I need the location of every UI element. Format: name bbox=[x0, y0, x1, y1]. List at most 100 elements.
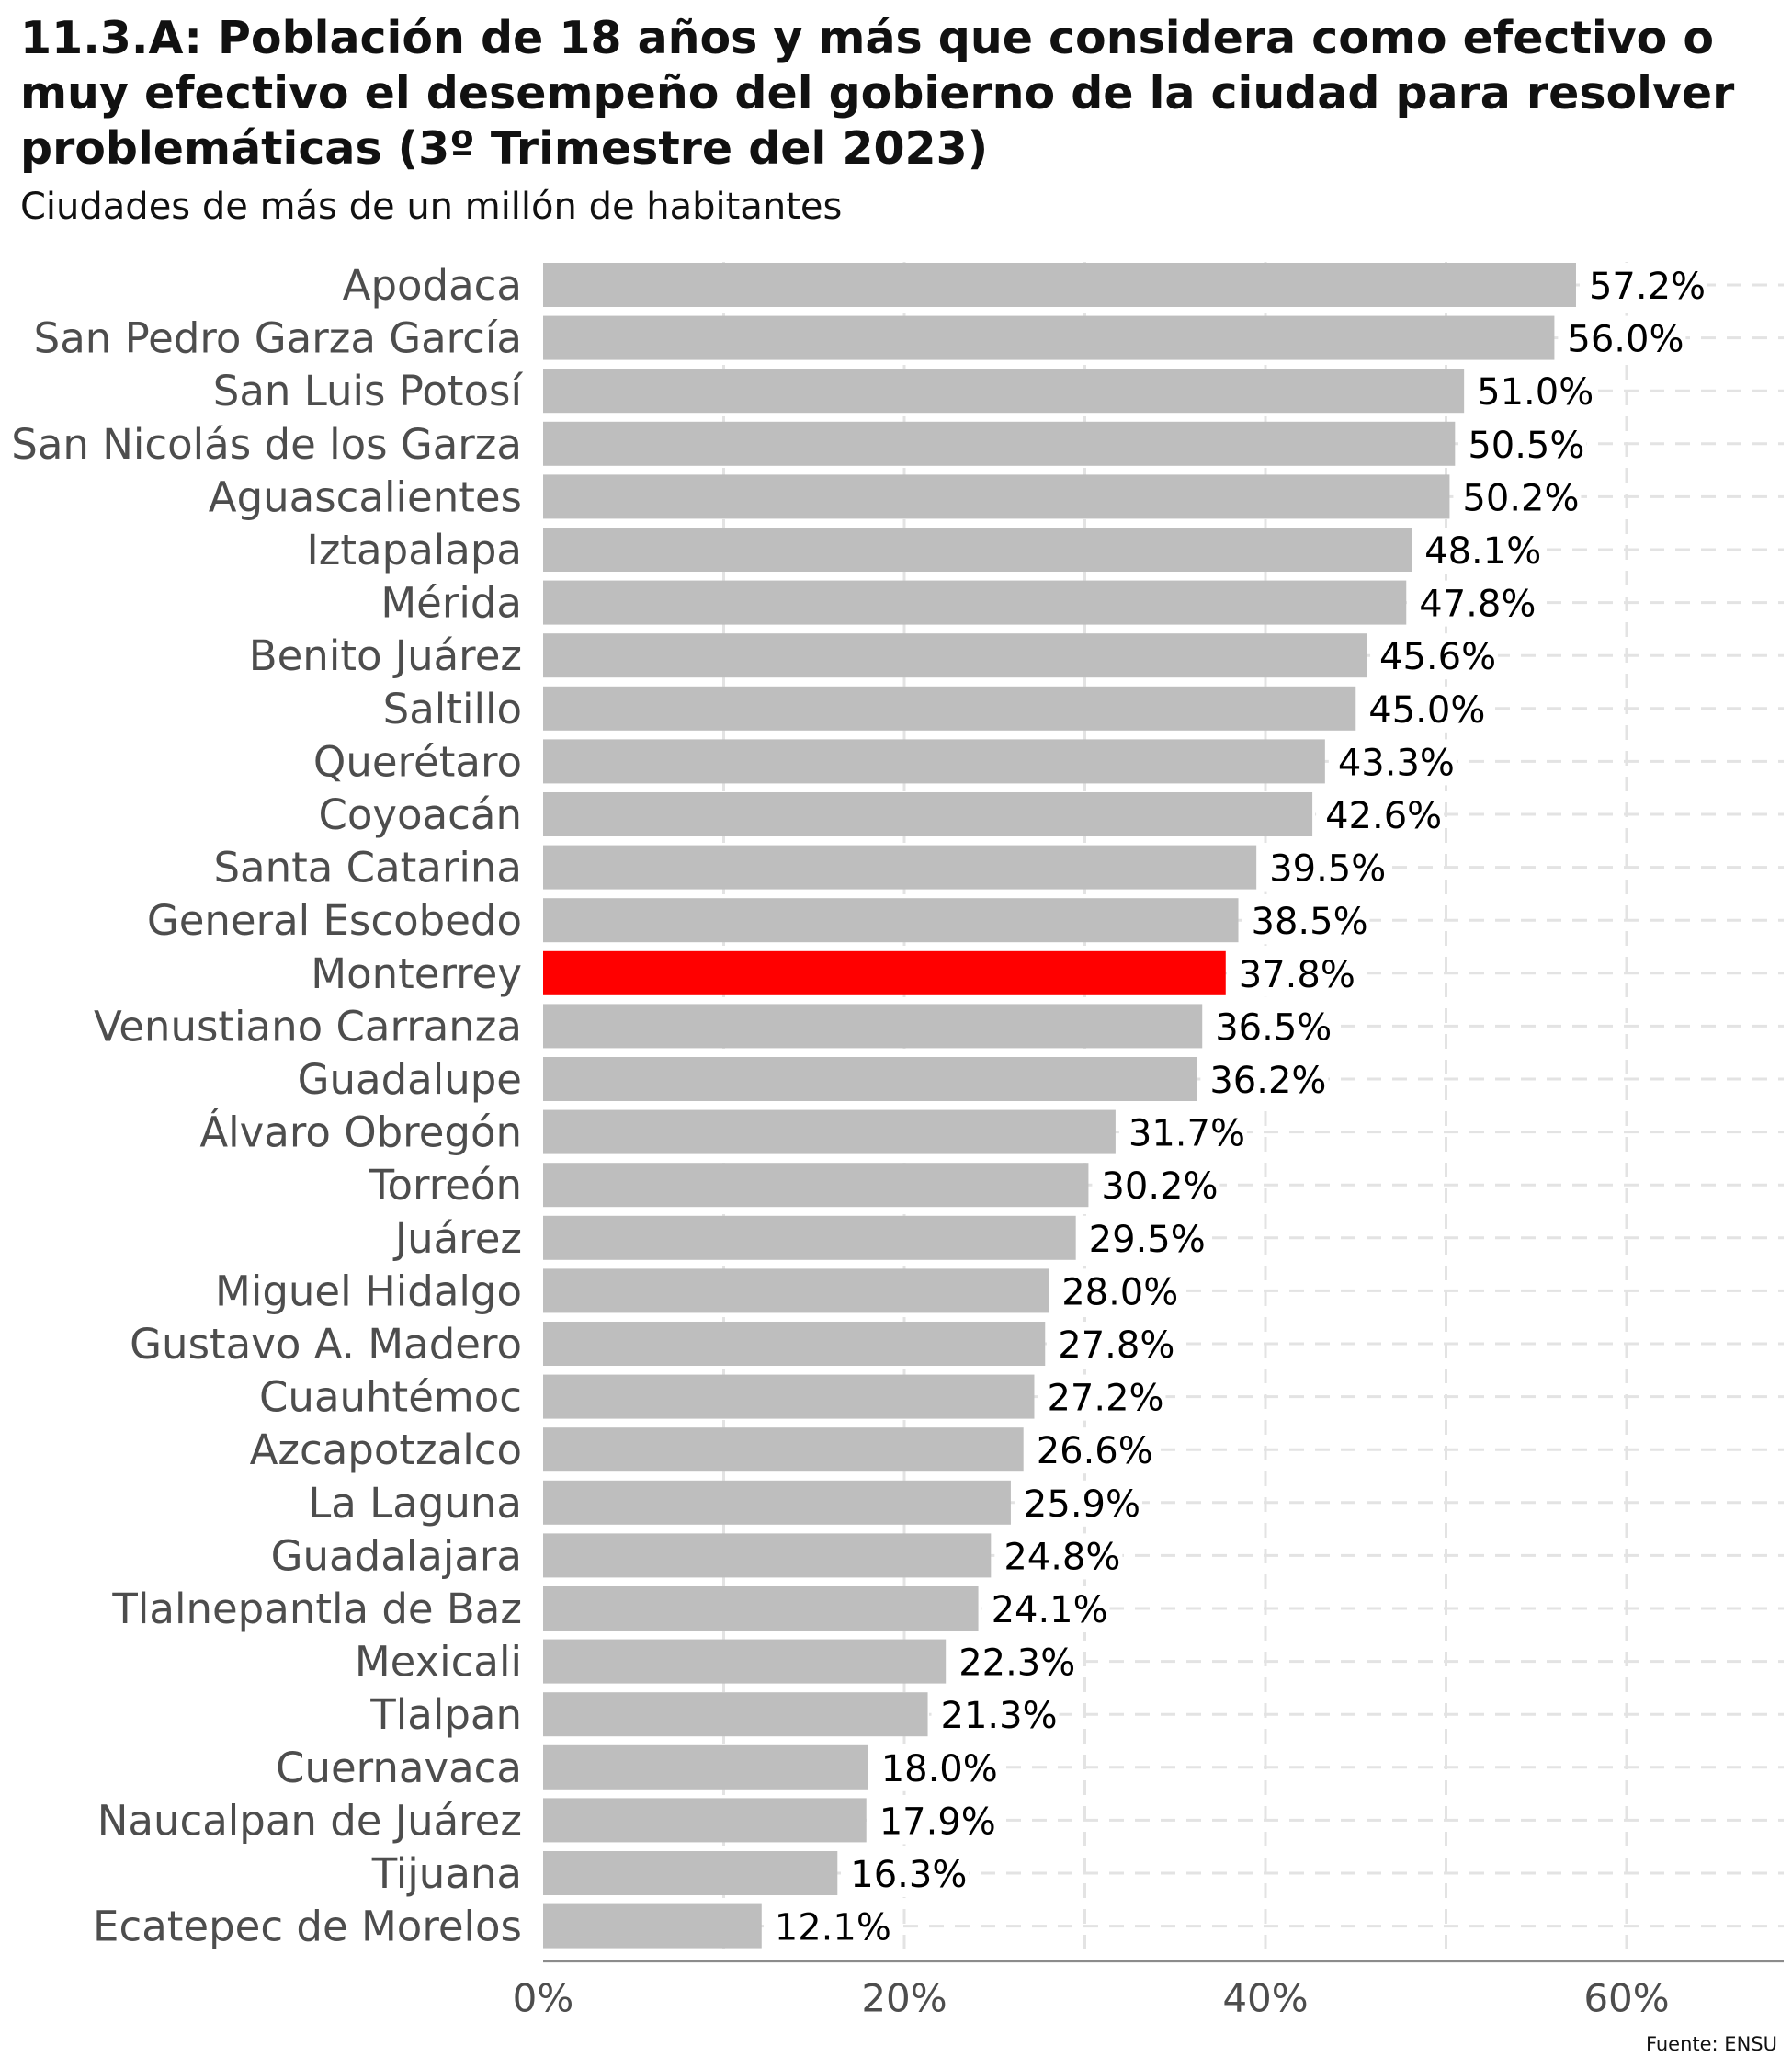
value-label-bg bbox=[1453, 474, 1582, 521]
value-label-bg bbox=[1468, 369, 1596, 415]
x-axis: 0% 20% 40% 60% bbox=[513, 1960, 1784, 2021]
bar bbox=[543, 898, 1239, 943]
value-label-bg bbox=[1092, 1163, 1220, 1210]
bar bbox=[543, 845, 1257, 890]
value-label-bg bbox=[1370, 633, 1499, 680]
value-label-bg bbox=[841, 1851, 970, 1897]
value-label: 22.3% bbox=[958, 1642, 1075, 1685]
value-label: 24.1% bbox=[992, 1589, 1108, 1631]
value-label-bg bbox=[1118, 1109, 1247, 1156]
bar bbox=[543, 528, 1412, 572]
category-label: Gustavo A. Madero bbox=[130, 1320, 522, 1369]
bar bbox=[543, 1109, 1116, 1154]
bar bbox=[543, 1215, 1076, 1260]
value-label-bg bbox=[1079, 1215, 1208, 1262]
value-label-bg bbox=[1410, 580, 1538, 627]
value-label-bg bbox=[1359, 686, 1488, 733]
value-label: 21.3% bbox=[941, 1695, 1058, 1737]
bar bbox=[543, 739, 1325, 784]
category-label: Santa Catarina bbox=[213, 844, 522, 892]
value-label-bg bbox=[949, 1639, 1078, 1686]
bar bbox=[543, 1427, 1024, 1472]
value-label: 36.5% bbox=[1215, 1006, 1332, 1049]
value-label: 25.9% bbox=[1024, 1483, 1140, 1526]
value-label-bg bbox=[871, 1744, 1000, 1791]
category-label: Saltillo bbox=[383, 685, 522, 733]
category-label: Coyoacán bbox=[318, 790, 522, 839]
category-label: Mexicali bbox=[355, 1638, 522, 1687]
value-label-bg bbox=[1014, 1480, 1142, 1527]
category-label: Álvaro Obregón bbox=[199, 1108, 522, 1157]
value-label-bg bbox=[1049, 1322, 1177, 1368]
value-label-bg bbox=[765, 1903, 893, 1950]
source-note: Fuente: ENSU bbox=[1645, 2033, 1777, 2055]
value-label-bg bbox=[1458, 421, 1587, 468]
category-label: Aguascalientes bbox=[209, 472, 522, 521]
value-label: 28.0% bbox=[1061, 1271, 1178, 1313]
category-label: Cuernavaca bbox=[276, 1744, 522, 1792]
value-label: 38.5% bbox=[1252, 901, 1368, 943]
bar bbox=[543, 1639, 947, 1684]
bar bbox=[543, 792, 1313, 836]
value-label-bg bbox=[1038, 1374, 1166, 1421]
category-label: Azcapotzalco bbox=[250, 1426, 522, 1474]
value-label: 56.0% bbox=[1567, 319, 1684, 361]
x-tick-label: 20% bbox=[861, 1976, 947, 2021]
value-label: 50.2% bbox=[1462, 477, 1579, 519]
value-label: 26.6% bbox=[1037, 1430, 1153, 1472]
value-label-bg bbox=[1026, 1427, 1155, 1474]
bar bbox=[543, 1163, 1089, 1208]
value-label-bg bbox=[1579, 263, 1707, 309]
value-label-bg bbox=[1206, 1004, 1334, 1051]
value-label: 51.0% bbox=[1477, 371, 1594, 414]
value-labels: 57.2% 56.0% 51.0% 50.5% 50.2% 48.1% 47.8% 45.6%… bbox=[765, 263, 1707, 1950]
value-label-bg bbox=[1316, 792, 1445, 838]
value-label-bg bbox=[981, 1586, 1110, 1632]
bar bbox=[543, 1798, 867, 1843]
value-label: 42.6% bbox=[1325, 795, 1442, 837]
bar bbox=[543, 1268, 1049, 1313]
bar bbox=[543, 1851, 838, 1895]
bar bbox=[543, 1586, 979, 1631]
bar bbox=[543, 1322, 1046, 1366]
bar bbox=[543, 580, 1407, 625]
category-label: Querétaro bbox=[313, 737, 522, 786]
category-label: Cuauhtémoc bbox=[259, 1373, 522, 1422]
category-label: San Pedro Garza García bbox=[34, 314, 522, 363]
category-label: Tijuana bbox=[371, 1849, 522, 1898]
value-label: 30.2% bbox=[1101, 1165, 1218, 1208]
category-label: Mérida bbox=[380, 579, 522, 628]
bar bbox=[543, 1744, 868, 1790]
category-label: Apodaca bbox=[343, 261, 522, 310]
value-label-bg bbox=[1200, 1057, 1329, 1103]
value-label: 48.1% bbox=[1424, 530, 1541, 573]
value-label: 24.8% bbox=[1004, 1536, 1120, 1578]
value-label-bg bbox=[1260, 845, 1389, 892]
value-label-bg bbox=[1229, 950, 1357, 997]
value-label: 45.0% bbox=[1368, 689, 1485, 732]
value-label-bg bbox=[1558, 315, 1686, 362]
bar bbox=[543, 421, 1456, 466]
value-label-bg bbox=[994, 1533, 1123, 1580]
category-label: Naucalpan de Juárez bbox=[97, 1796, 522, 1845]
value-label: 47.8% bbox=[1419, 584, 1536, 626]
bar bbox=[543, 1692, 928, 1737]
category-label: Torreón bbox=[369, 1161, 522, 1210]
category-label: Guadalajara bbox=[271, 1531, 522, 1580]
x-tick-label: 40% bbox=[1222, 1976, 1308, 2021]
category-label: Monterrey bbox=[311, 949, 522, 998]
value-label-bg bbox=[931, 1692, 1060, 1739]
bar bbox=[543, 315, 1555, 360]
category-label: General Escobedo bbox=[147, 896, 522, 945]
category-label: Tlalpan bbox=[369, 1690, 522, 1739]
category-label: Iztapalapa bbox=[307, 526, 522, 574]
chart-title: 11.3.A: Población de 18 años y más que c… bbox=[20, 12, 1735, 175]
category-label: San Nicolás de los Garza bbox=[11, 420, 522, 469]
category-label: Tlalnepantla de Baz bbox=[111, 1585, 522, 1633]
value-label-bg bbox=[869, 1798, 998, 1845]
category-label: Miguel Hidalgo bbox=[215, 1267, 522, 1315]
value-label: 45.6% bbox=[1379, 636, 1496, 678]
bar bbox=[543, 369, 1465, 414]
